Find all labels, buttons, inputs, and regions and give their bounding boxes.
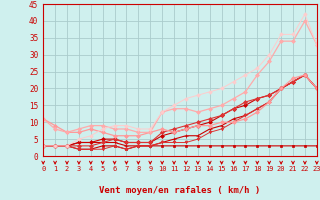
X-axis label: Vent moyen/en rafales ( km/h ): Vent moyen/en rafales ( km/h ): [100, 186, 260, 195]
